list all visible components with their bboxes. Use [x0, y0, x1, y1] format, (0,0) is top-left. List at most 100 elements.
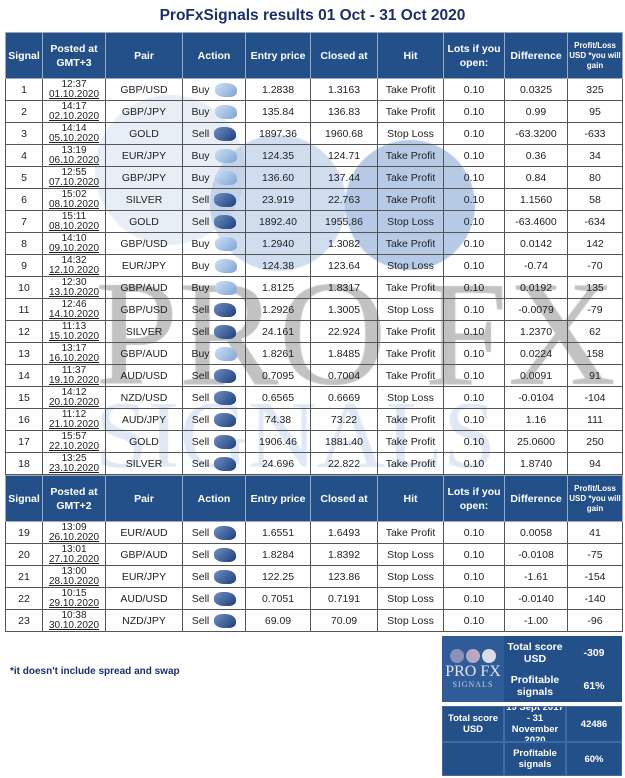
cell-entry-price: 124.38 — [245, 254, 311, 277]
cell-action: Sell — [182, 364, 246, 387]
cell-posted: 11:12 21.10.2020 — [42, 408, 106, 431]
bull-icon — [214, 280, 237, 295]
cell-lots: 0.10 — [443, 521, 505, 544]
cell-pair: EUR/JPY — [105, 254, 183, 277]
cell-posted: 12:37 01.10.2020 — [42, 78, 106, 101]
cell-action: Sell — [182, 298, 246, 321]
cell-signal: 17 — [5, 430, 43, 453]
action-label: Sell — [191, 435, 210, 448]
profitable-signals-label: Profitable signals — [510, 673, 560, 698]
cell-difference: 0.36 — [504, 144, 568, 167]
bull-icon — [214, 346, 237, 361]
cell-lots: 0.10 — [443, 298, 505, 321]
cell-action: Buy — [182, 276, 246, 299]
header-profit-loss: Profit/Loss USD *you will gain — [567, 475, 623, 522]
cell-action: Sell — [182, 565, 246, 588]
table-row: 4 13:19 06.10.2020 EUR/JPY Buy 124.35 124.71 Ta… — [5, 144, 623, 167]
cell-action: Sell — [182, 386, 246, 409]
cell-closed-at: 1960.68 — [310, 122, 378, 145]
header-difference: Difference — [504, 32, 568, 79]
table-row: 16 11:12 21.10.2020 AUD/JPY Sell 74.38 73.22 Ta… — [5, 408, 623, 431]
cell-signal: 22 — [5, 587, 43, 610]
action-label: Buy — [191, 105, 210, 118]
header-hit: Hit — [377, 475, 444, 522]
cell-pair: GBP/AUD — [105, 276, 183, 299]
cell-signal: 3 — [5, 122, 43, 145]
cell-posted: 11:37 19.10.2020 — [42, 364, 106, 387]
action-label: Buy — [191, 171, 210, 184]
posted-time: 15:57 — [61, 430, 87, 442]
header-closed-at: Closed at — [310, 32, 378, 79]
posted-date: 20.10.2020 — [48, 396, 100, 408]
posted-date: 19.10.2020 — [48, 374, 100, 386]
cell-pair: GBP/JPY — [105, 100, 183, 123]
cell-pair: SILVER — [105, 320, 183, 343]
header-signal: Signal — [5, 32, 43, 79]
posted-date: 14.10.2020 — [48, 308, 100, 320]
action-label: Sell — [191, 413, 210, 426]
cell-difference: 0.99 — [504, 100, 568, 123]
cell-difference: -1.61 — [504, 565, 568, 588]
action-label: Sell — [191, 614, 210, 627]
table-row: 21 13:00 28.10.2020 EUR/JPY Sell 122.25 123.86… — [5, 565, 623, 588]
posted-time: 13:25 — [61, 452, 87, 464]
action-label: Sell — [191, 127, 210, 140]
cell-difference: -0.74 — [504, 254, 568, 277]
cell-lots: 0.10 — [443, 276, 505, 299]
header-action: Action — [182, 32, 246, 79]
table-row: 19 13:09 26.10.2020 EUR/AUD Sell 1.6551 1.6493… — [5, 521, 623, 544]
cell-hit: Take Profit — [377, 452, 444, 475]
logo-circles-icon — [450, 649, 496, 663]
cell-profit-loss: -70 — [567, 254, 623, 277]
posted-date: 08.10.2020 — [48, 198, 100, 210]
cell-difference: 0.0325 — [504, 78, 568, 101]
cell-pair: GBP/USD — [105, 298, 183, 321]
bull-icon — [214, 82, 237, 97]
cell-profit-loss: -140 — [567, 587, 623, 610]
cell-hit: Take Profit — [377, 430, 444, 453]
cell-posted: 14:12 20.10.2020 — [42, 386, 106, 409]
cell-action: Sell — [182, 430, 246, 453]
cell-hit: Stop Loss — [377, 254, 444, 277]
alltime-period: 19 Sept 2017 - 31 November 2020 — [504, 706, 566, 742]
logo-subtext: SIGNALS — [452, 680, 494, 689]
cell-lots: 0.10 — [443, 565, 505, 588]
action-label: Buy — [191, 347, 210, 360]
cell-pair: GOLD — [105, 210, 183, 233]
cell-closed-at: 22.763 — [310, 188, 378, 211]
cell-profit-loss: -634 — [567, 210, 623, 233]
cell-posted: 12:46 14.10.2020 — [42, 298, 106, 321]
action-label: Buy — [191, 237, 210, 250]
posted-time: 12:46 — [61, 298, 87, 310]
cell-hit: Take Profit — [377, 521, 444, 544]
posted-time: 11:12 — [61, 408, 87, 420]
cell-posted: 10:15 29.10.2020 — [42, 587, 106, 610]
cell-pair: GBP/USD — [105, 232, 183, 255]
cell-lots: 0.10 — [443, 364, 505, 387]
cell-lots: 0.10 — [443, 408, 505, 431]
cell-entry-price: 135.84 — [245, 100, 311, 123]
cell-closed-at: 1881.40 — [310, 430, 378, 453]
posted-time: 12:55 — [61, 166, 87, 178]
cell-closed-at: 22.924 — [310, 320, 378, 343]
cell-posted: 12:55 07.10.2020 — [42, 166, 106, 189]
cell-entry-price: 24.161 — [245, 320, 311, 343]
cell-closed-at: 1.6493 — [310, 521, 378, 544]
posted-date: 28.10.2020 — [48, 575, 100, 587]
cell-hit: Take Profit — [377, 144, 444, 167]
cell-profit-loss: 95 — [567, 100, 623, 123]
header-posted: Posted at GMT+2 — [42, 475, 106, 522]
cell-action: Sell — [182, 587, 246, 610]
action-label: Sell — [191, 570, 210, 583]
posted-time: 11:13 — [61, 320, 87, 332]
cell-closed-at: 0.7191 — [310, 587, 378, 610]
action-label: Sell — [191, 391, 210, 404]
bear-icon — [214, 412, 237, 427]
cell-profit-loss: 41 — [567, 521, 623, 544]
cell-hit: Stop Loss — [377, 122, 444, 145]
action-label: Buy — [191, 281, 210, 294]
cell-entry-price: 1892.40 — [245, 210, 311, 233]
cell-difference: 1.1560 — [504, 188, 568, 211]
cell-posted: 13:25 23.10.2020 — [42, 452, 106, 475]
header-entry-price: Entry price — [245, 475, 311, 522]
